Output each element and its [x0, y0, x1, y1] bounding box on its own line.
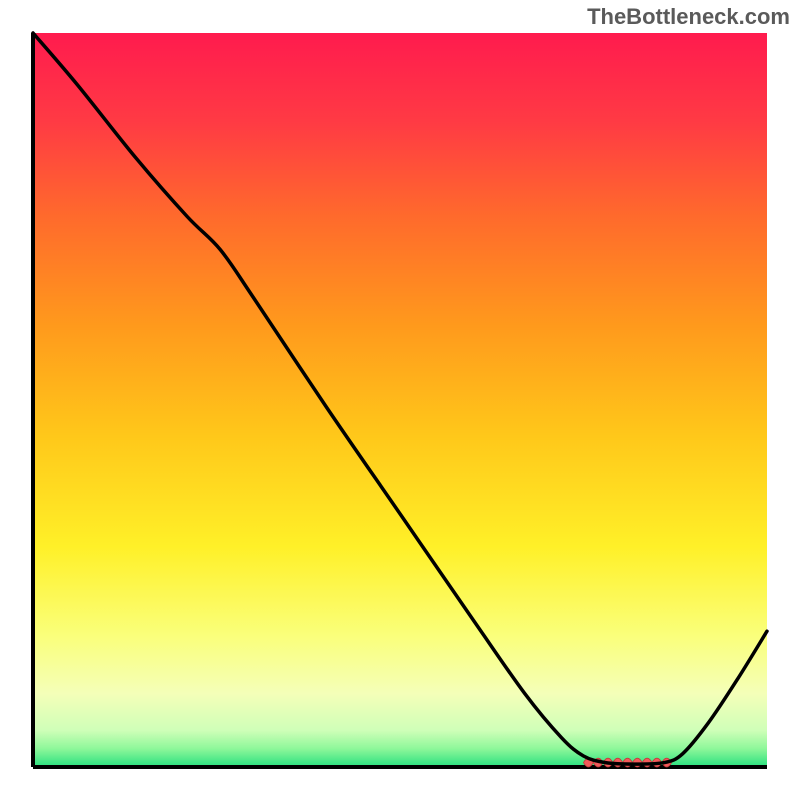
- watermark-text: TheBottleneck.com: [587, 4, 790, 30]
- chart-container: TheBottleneck.com: [0, 0, 800, 800]
- plot-background: [33, 33, 767, 767]
- bottleneck-chart: [0, 0, 800, 800]
